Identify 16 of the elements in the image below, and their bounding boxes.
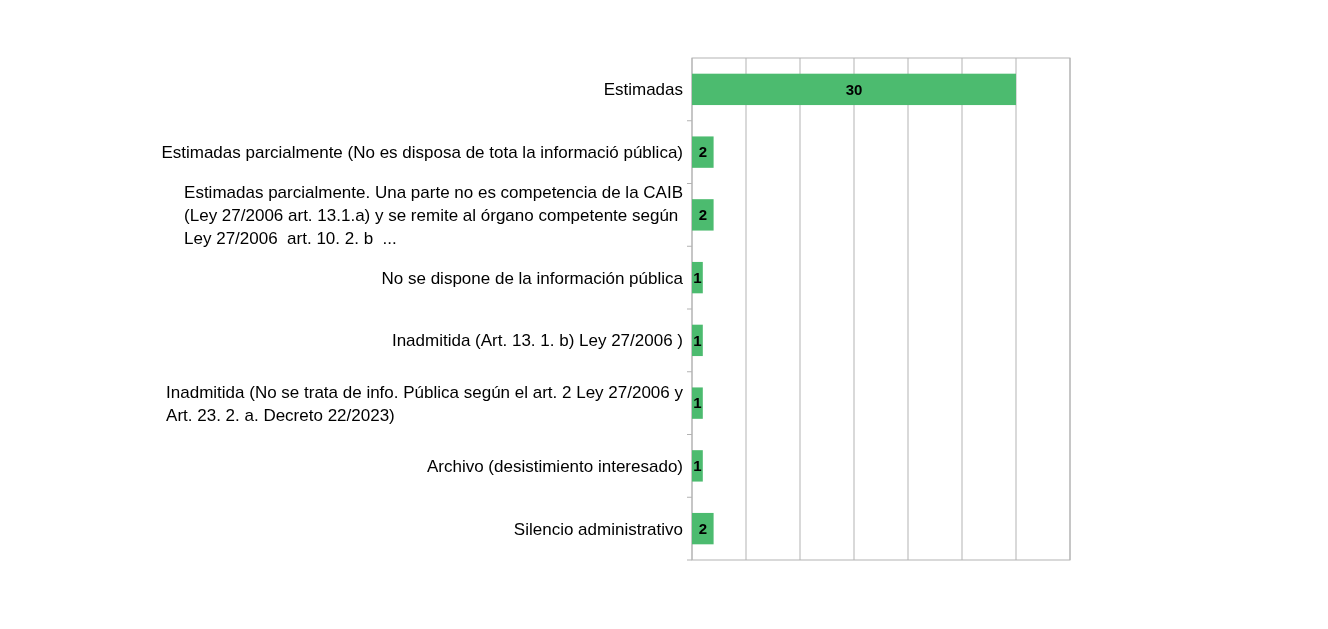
y-tick-label: Silencio administrativo [513, 519, 683, 539]
y-tick-label: Inadmitida (No se trata de info. Pública según el art. 2 Ley 27/2006 y Art. 23. 2. a. Decreto 22/2023) [166, 382, 684, 425]
y-tick-label: Estimadas [603, 80, 683, 100]
y-tick-label: Inadmitida (Art. 13. 1. b) Ley 27/2006 ) [391, 331, 683, 351]
data-label: 1 [693, 331, 702, 349]
data-label: 30 [845, 80, 863, 98]
data-label: 1 [693, 268, 702, 286]
data-label: 2 [698, 519, 707, 537]
y-tick-label: Estimadas parcialmente. Una parte no es competencia de la CAIB (Ley 27/2006 art. 13.1.a) y se remite al órgano competente según Ley 27/2006 art. 10. 2. b ... [184, 182, 684, 248]
data-label: 1 [693, 457, 702, 475]
y-tick-label: Estimadas parcialmente (No es disposa de tota la informació pública) [161, 143, 683, 163]
data-label: 1 [693, 394, 702, 412]
y-tick-label: No se dispone de la información pública [381, 268, 684, 288]
data-label: 2 [698, 206, 707, 224]
data-label: 2 [698, 143, 707, 161]
y-tick-label: Archivo (desistimiento interesado) [426, 456, 683, 476]
